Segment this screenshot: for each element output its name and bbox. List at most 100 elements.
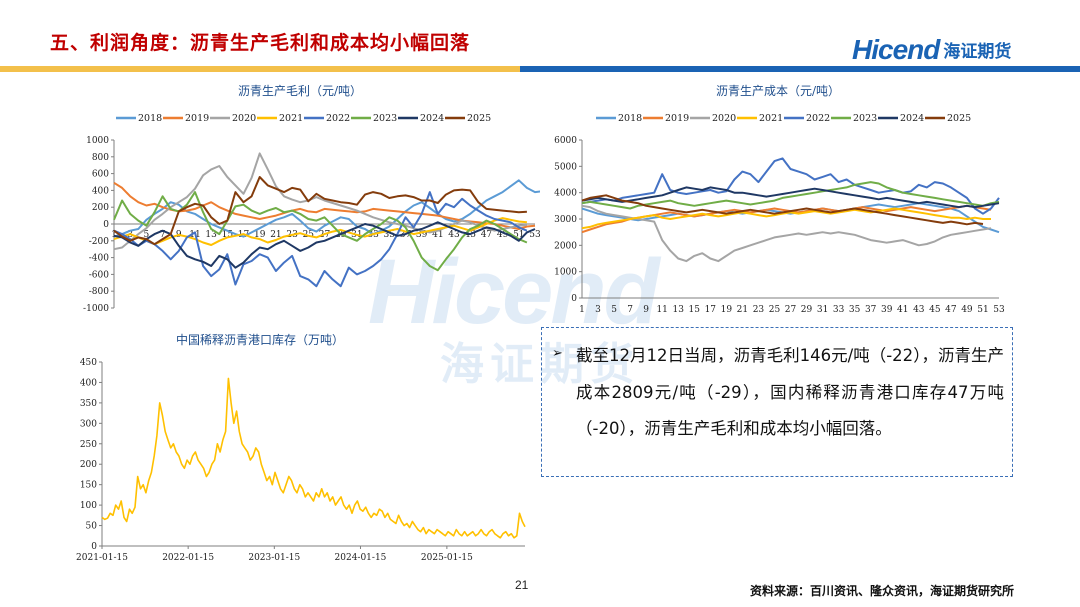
y-tick-label: 6000 [554, 136, 577, 146]
series-line [101, 377, 526, 539]
x-tick-label: 27 [785, 305, 797, 315]
x-tick-label: 41 [432, 230, 443, 240]
y-tick-label: 5000 [554, 162, 577, 172]
x-tick-label: 21 [737, 305, 748, 315]
legend-label: 2019 [665, 113, 689, 124]
summary-text: 截至12月12日当周，沥青毛利146元/吨（-22），沥青生产成本2809元/吨… [576, 346, 1004, 438]
y-tick-label: -600 [89, 270, 109, 280]
header-bar-yellow [0, 66, 520, 72]
legend-item: 2018 [116, 113, 162, 124]
x-tick-label: 43 [913, 305, 925, 315]
x-tick-label: 35 [384, 230, 396, 240]
legend-item: 2024 [398, 113, 444, 124]
series-line [581, 194, 984, 226]
x-tick-label: 35 [849, 305, 861, 315]
y-tick-label: 600 [92, 170, 109, 180]
series-line [113, 217, 527, 246]
x-tick-label: 3 [595, 305, 601, 315]
source-note: 资料来源：百川资讯、隆众资讯，海证期货研究所 [749, 584, 1014, 598]
legend-item: 2019 [163, 113, 209, 124]
x-tick-label: 1 [111, 230, 117, 240]
legend-label: 2021 [759, 113, 783, 124]
y-tick-label: 50 [86, 522, 98, 532]
x-tick-label: 47 [481, 230, 493, 240]
y-tick-label: 0 [103, 220, 109, 230]
y-tick-label: -800 [89, 287, 109, 297]
cost-chart: 沥青生产成本（元/吨） 2018 2019 2020 2021 2022 2023 2024 2… [554, 84, 1005, 315]
legend-label: 2023 [373, 113, 397, 124]
logo-cn-text: 海证期货 [943, 42, 1012, 62]
y-tick-label: 3000 [554, 215, 577, 225]
y-tick-label: 1000 [86, 136, 109, 146]
y-tick-label: 350 [80, 399, 97, 409]
series-line [113, 176, 527, 246]
legend-item: 2024 [878, 113, 924, 124]
x-tick-label: 13 [673, 305, 685, 315]
x-tick-label: 29 [801, 305, 813, 315]
chart-title: 沥青生产毛利（元/吨） [238, 84, 362, 98]
series-line [113, 152, 528, 251]
legend-item: 2018 [596, 113, 642, 124]
x-tick-label: 31 [817, 305, 828, 315]
y-tick-label: 150 [80, 481, 97, 491]
series-line [581, 181, 1000, 210]
logo-text: Hicend [852, 34, 940, 65]
y-tick-label: -200 [89, 237, 109, 247]
legend-item: 2020 [690, 113, 736, 124]
x-tick-label: 15 [222, 230, 234, 240]
legend-label: 2024 [900, 113, 924, 124]
legend-label: 2025 [947, 113, 971, 124]
x-tick-label: 53 [993, 305, 1005, 315]
y-tick-label: 250 [80, 440, 97, 450]
legend-label: 2020 [232, 113, 256, 124]
y-tick-label: 4000 [554, 189, 577, 199]
x-tick-label: 7 [627, 305, 633, 315]
y-tick-label: 1000 [554, 268, 577, 278]
x-tick-label: 2022-01-15 [162, 553, 214, 563]
x-tick-label: 17 [705, 305, 717, 315]
x-tick-label: 43 [448, 230, 460, 240]
x-tick-label: 9 [643, 305, 649, 315]
legend-item: 2025 [925, 113, 971, 124]
y-tick-label: -400 [89, 254, 109, 264]
legend-label: 2021 [279, 113, 303, 124]
series-line [113, 191, 528, 272]
series-line [581, 202, 1000, 234]
x-tick-label: 7 [160, 230, 166, 240]
x-tick-label: 2025-01-15 [421, 553, 473, 563]
legend-item: 2025 [445, 113, 491, 124]
series-line [113, 191, 528, 288]
x-tick-label: 49 [497, 230, 509, 240]
legend-label: 2018 [138, 113, 162, 124]
chart-title: 沥青生产成本（元/吨） [716, 84, 840, 98]
x-tick-label: 2023-01-15 [248, 553, 300, 563]
x-tick-label: 21 [270, 230, 281, 240]
y-tick-label: 100 [80, 501, 97, 511]
series-line [113, 221, 536, 269]
x-tick-label: 47 [945, 305, 957, 315]
x-tick-label: 5 [611, 305, 617, 315]
x-tick-label: 1 [579, 305, 585, 315]
page-number: 21 [515, 578, 529, 592]
legend-label: 2023 [853, 113, 877, 124]
x-tick-label: 53 [529, 230, 540, 240]
x-tick-label: 51 [977, 305, 988, 315]
chart-title: 中国稀释沥青港口库存（万吨） [176, 332, 344, 347]
legend-item: 2021 [737, 113, 783, 124]
legend-item: 2023 [831, 113, 877, 124]
company-logo: Hicend 海证期货 [852, 34, 1011, 66]
x-tick-label: 5 [144, 230, 150, 240]
y-tick-label: -1000 [83, 304, 109, 314]
legend-item: 2021 [257, 113, 303, 124]
y-tick-label: 0 [571, 294, 577, 304]
x-tick-label: 11 [656, 305, 667, 315]
y-tick-label: 800 [92, 153, 109, 163]
page-title: 五、利润角度：沥青生产毛利和成本均小幅回落 [50, 32, 471, 54]
legend-item: 2019 [643, 113, 689, 124]
y-tick-label: 0 [91, 542, 97, 552]
y-tick-label: 2000 [554, 241, 577, 251]
legend-label: 2022 [326, 113, 350, 124]
profit-chart: 沥青生产毛利（元/吨） 2018 2019 2020 2021 2022 2023 2024 2… [83, 84, 540, 314]
series-line [581, 186, 1000, 209]
